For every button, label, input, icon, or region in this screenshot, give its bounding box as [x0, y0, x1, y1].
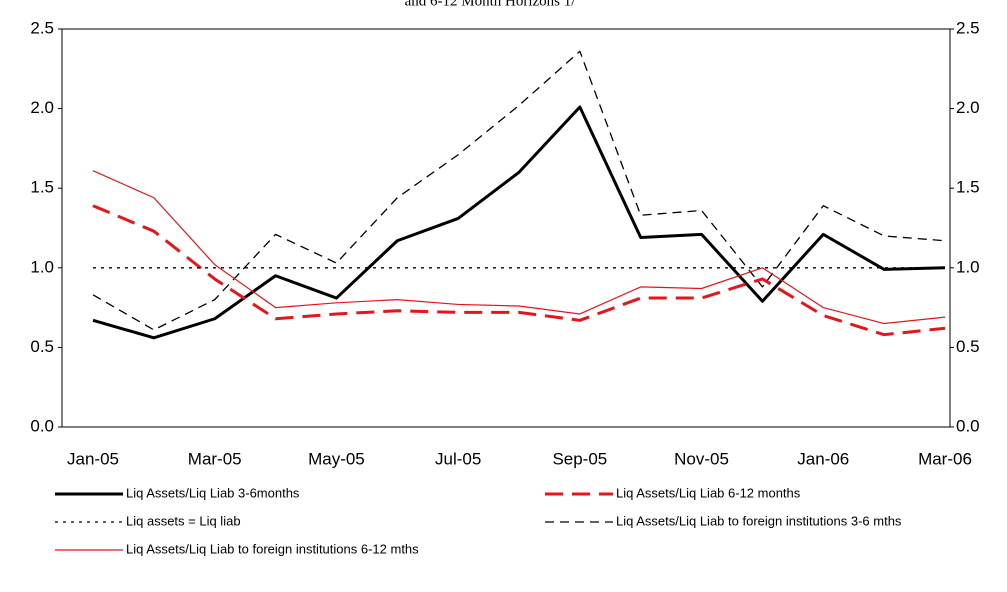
legend-label: Liq Assets/Liq Liab to foreign instituti…: [616, 513, 902, 528]
series-line: [92, 170, 946, 325]
y2-tick-label: 0.5: [956, 337, 980, 356]
x-tick-label: Jan-05: [67, 449, 119, 468]
y-tick-label: 2.0: [30, 98, 54, 117]
legend-label: Liq assets = Liq liab: [126, 513, 241, 528]
y-tick-label: 0.0: [30, 416, 54, 435]
y-tick-label: 0.5: [30, 337, 54, 356]
x-tick-label: Mar-05: [188, 449, 242, 468]
plot-frame: [61, 28, 951, 428]
y2-tick-label: 1.5: [956, 178, 980, 197]
x-tick-label: Jul-05: [435, 449, 481, 468]
x-tick-label: Mar-06: [918, 449, 972, 468]
legend-label: Liq Assets/Liq Liab 3-6months: [126, 485, 300, 500]
series-line: [92, 105, 946, 340]
series-line: [92, 50, 946, 331]
series-line: [92, 204, 946, 337]
y-tick-label: 1.0: [30, 257, 54, 276]
legend-label: Liq Assets/Liq Liab to foreign instituti…: [126, 541, 419, 556]
x-tick-label: Sep-05: [552, 449, 607, 468]
y2-tick-label: 2.0: [956, 98, 980, 117]
x-tick-label: May-05: [308, 449, 365, 468]
y2-tick-label: 1.0: [956, 257, 980, 276]
y2-tick-label: 0.0: [956, 416, 980, 435]
y2-tick-label: 2.5: [956, 18, 980, 37]
y-tick-label: 2.5: [30, 18, 54, 37]
x-tick-label: Nov-05: [674, 449, 729, 468]
legend-label: Liq Assets/Liq Liab 6-12 months: [616, 485, 801, 500]
y-tick-label: 1.5: [30, 178, 54, 197]
chart-title: and 6-12 Month Horizons 1/: [405, 0, 577, 9]
x-tick-label: Jan-06: [797, 449, 849, 468]
